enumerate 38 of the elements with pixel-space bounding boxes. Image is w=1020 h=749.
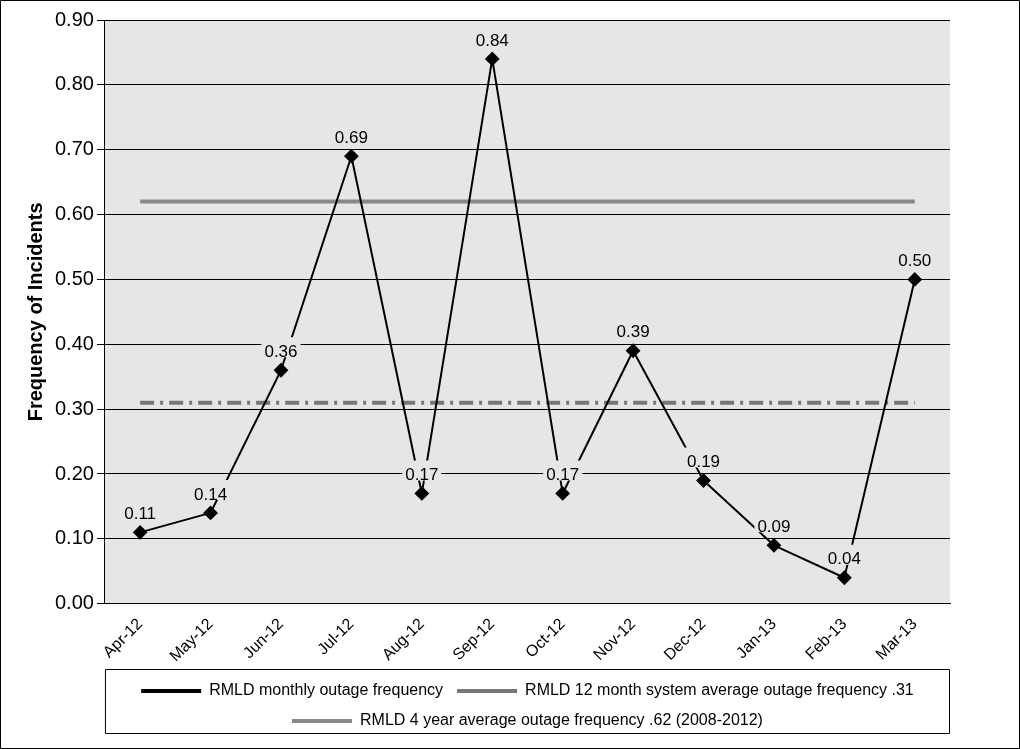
data-label: 0.69 xyxy=(334,127,368,147)
y-axis-title: Frequency of Incidents xyxy=(23,202,46,422)
point xyxy=(696,473,711,488)
text: 0.10 xyxy=(54,526,94,549)
point xyxy=(837,570,852,585)
point xyxy=(344,149,359,164)
data-label: 0.19 xyxy=(686,452,721,472)
point xyxy=(626,343,641,358)
text: 0.70 xyxy=(54,137,94,160)
data-label: 0.50 xyxy=(898,251,932,271)
point xyxy=(907,272,922,287)
text: 0.60 xyxy=(54,202,94,225)
legend-label: RMLD monthly outage frequency xyxy=(209,681,444,699)
data-label: 0.17 xyxy=(546,465,580,485)
point xyxy=(414,486,429,501)
point xyxy=(555,486,570,501)
text: 0.40 xyxy=(54,331,94,354)
text: 0.80 xyxy=(54,72,94,95)
data-label: 0.04 xyxy=(827,549,861,569)
data-label: 0.09 xyxy=(757,517,791,537)
legend-label: RMLD 12 month system average outage frequency .31 xyxy=(525,681,914,699)
data-label: 0.14 xyxy=(194,484,228,504)
text: 0.30 xyxy=(54,396,94,419)
point xyxy=(273,363,288,378)
data-label: 0.11 xyxy=(124,504,157,524)
text: 0.50 xyxy=(54,266,94,289)
point xyxy=(485,51,500,66)
data-label: 0.39 xyxy=(616,322,650,342)
point xyxy=(766,538,781,553)
text: 0.20 xyxy=(54,461,94,484)
legend-label: RMLD 4 year average outage frequency .62 (2008-2012) xyxy=(360,711,763,729)
data-label: 0.84 xyxy=(475,30,509,50)
point xyxy=(133,525,148,540)
data-label: 0.17 xyxy=(405,465,439,485)
point xyxy=(203,505,218,520)
data-label: 0.36 xyxy=(264,341,298,361)
text: 0.00 xyxy=(54,591,94,614)
text: 0.90 xyxy=(54,7,94,30)
